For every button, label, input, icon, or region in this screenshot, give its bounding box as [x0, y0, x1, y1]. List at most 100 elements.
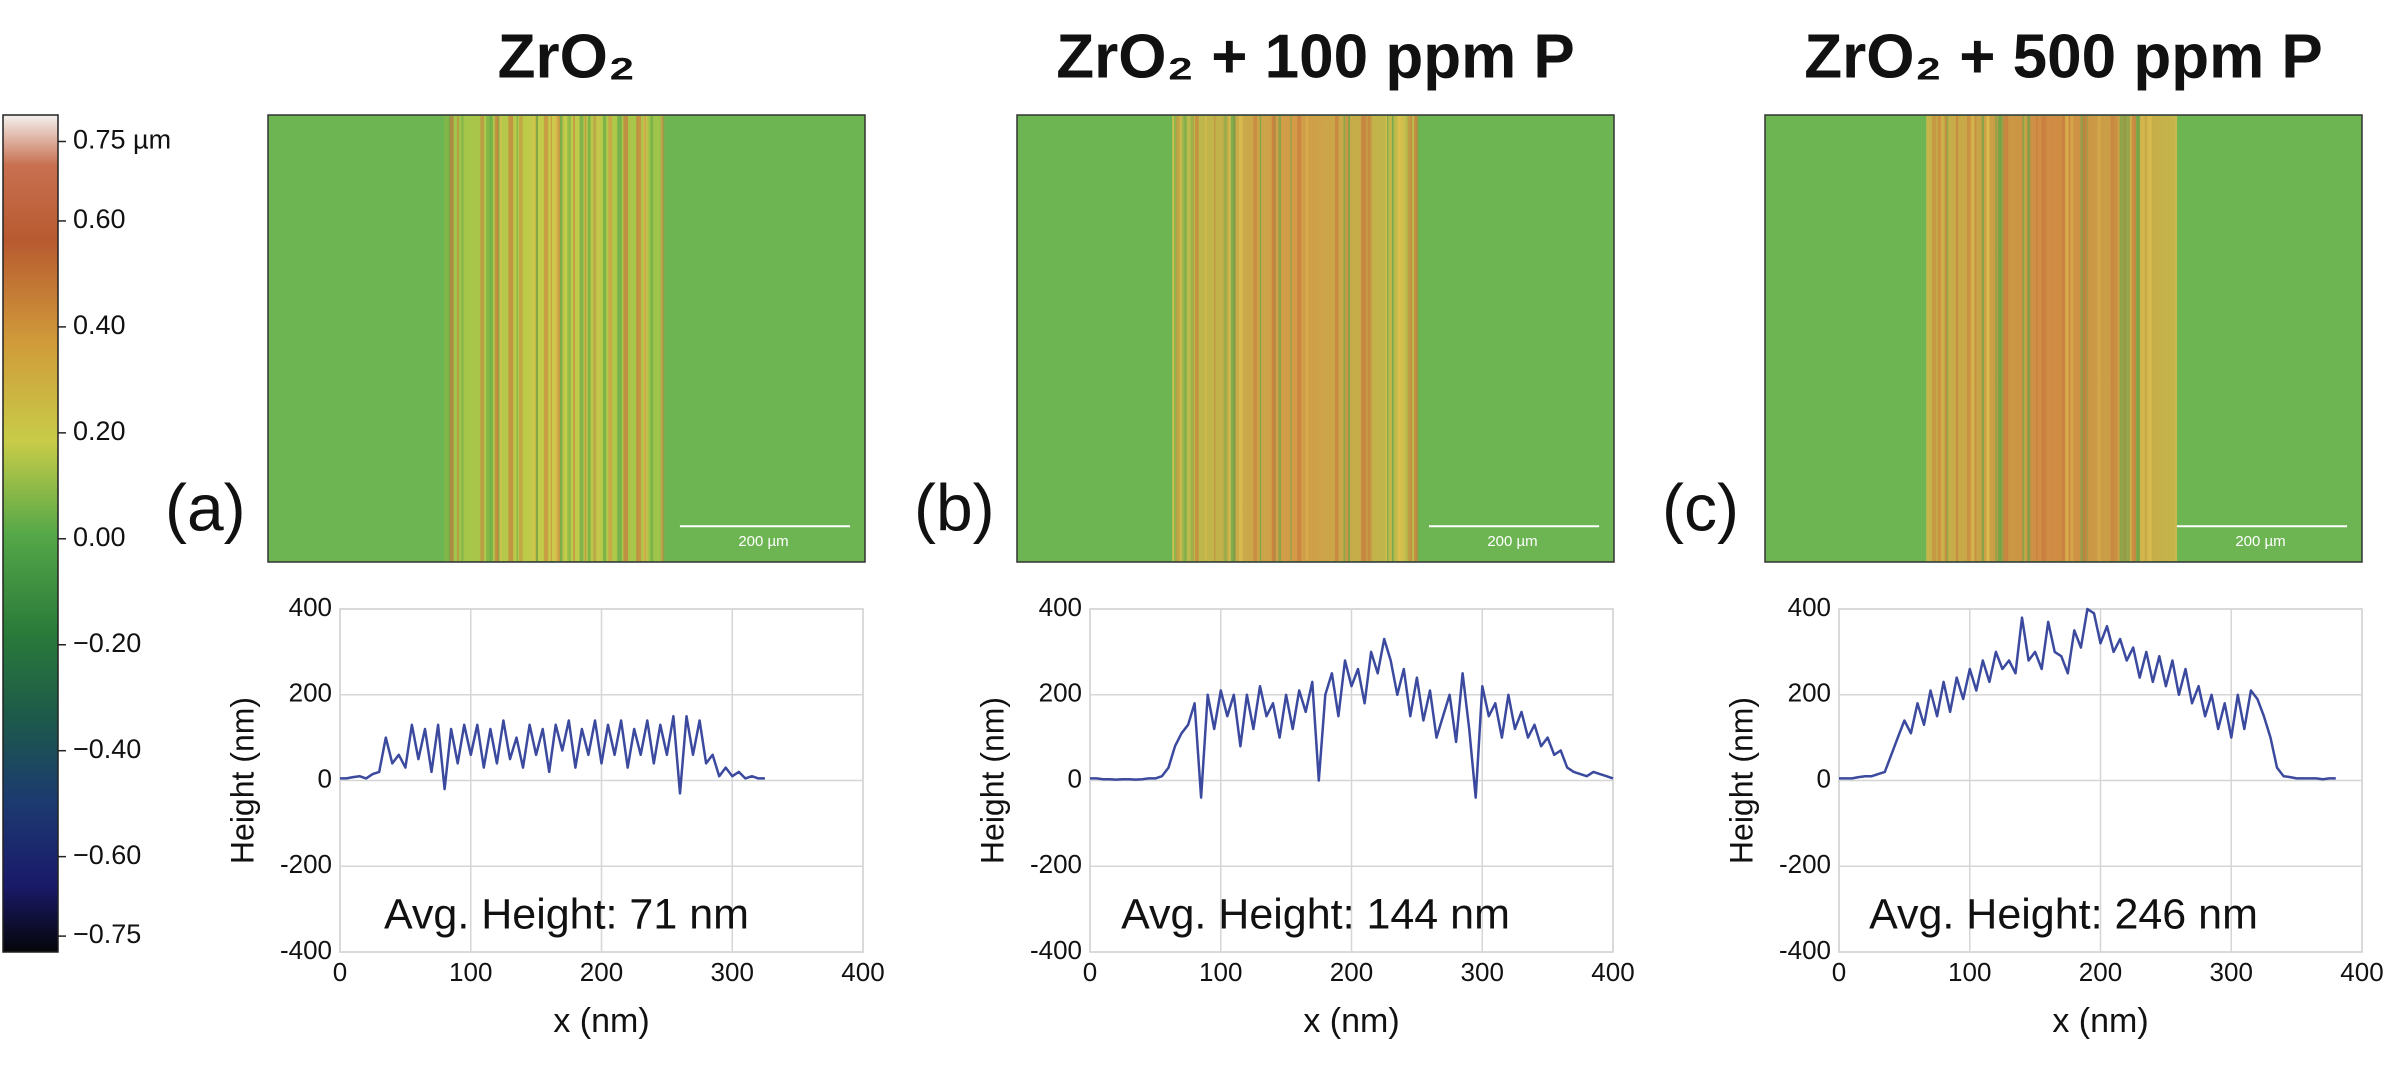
texture-stripe [1173, 116, 1177, 561]
annotation: Avg. Height: 71 nm [384, 890, 749, 938]
x-axis-label: x (nm) [553, 1002, 649, 1040]
texture-stripe [1305, 116, 1309, 561]
colorbar-tick-label: 0.40 [73, 310, 126, 340]
texture-stripe [573, 116, 575, 561]
y-tick-label: 0 [1068, 763, 1082, 793]
annotation: Avg. Height: 144 nm [1121, 890, 1510, 938]
texture-stripe [2023, 116, 2027, 561]
texture-stripe [636, 116, 642, 561]
texture-stripe [2064, 116, 2070, 561]
texture-stripe [550, 116, 552, 561]
texture-stripe [2086, 116, 2089, 561]
texture-stripe [1944, 116, 1948, 561]
scale-bar-label: 200 µm [2235, 533, 2285, 550]
texture-stripe [1410, 116, 1413, 561]
x-tick-label: 100 [449, 957, 492, 987]
texture-stripe [587, 116, 591, 561]
profile-line [1839, 607, 2336, 781]
texture-stripe [1238, 116, 1243, 561]
texture-stripe [498, 116, 503, 561]
texture-stripe [2110, 116, 2114, 561]
y-axis-label: Height (nm) [224, 697, 260, 864]
y-tick-label: 0 [1817, 763, 1831, 793]
texture-stripe [2070, 116, 2074, 561]
y-tick-label: -200 [1779, 849, 1831, 879]
texture-stripe [609, 116, 612, 561]
texture-stripe [2082, 116, 2087, 561]
texture-stripe [449, 116, 454, 561]
texture-stripe [1999, 116, 2005, 561]
texture-stripe [562, 116, 564, 561]
texture-stripe [661, 116, 664, 561]
texture-stripe [1398, 116, 1403, 561]
texture-stripe [593, 116, 597, 561]
texture-stripe [1297, 116, 1302, 561]
texture-stripe [1955, 116, 1959, 561]
colorbar-tick-label: 0.60 [73, 204, 126, 234]
x-tick-label: 100 [1199, 957, 1242, 987]
y-tick-label: -200 [280, 849, 332, 879]
wear-track [444, 116, 663, 561]
y-tick-label: -400 [280, 935, 332, 965]
texture-stripe [1259, 116, 1262, 561]
y-tick-label: 400 [1788, 592, 1831, 622]
texture-stripe [486, 116, 491, 561]
texture-stripe [508, 116, 514, 561]
texture-stripe [480, 116, 484, 561]
texture-stripe [2097, 116, 2101, 561]
y-tick-label: -400 [1779, 935, 1831, 965]
texture-stripe [2122, 116, 2126, 561]
texture-stripe [2140, 116, 2145, 561]
texture-stripe [2175, 116, 2178, 561]
x-tick-label: 300 [2210, 957, 2253, 987]
wear-track [1172, 116, 1417, 561]
texture-stripe [1253, 116, 1258, 561]
texture-stripe [1172, 116, 1175, 561]
texture-stripe [1414, 116, 1417, 561]
colorbar-tick-label: −0.60 [73, 840, 141, 870]
x-tick-label: 0 [333, 957, 347, 987]
texture-stripe [498, 116, 500, 561]
texture-stripe [1223, 116, 1228, 561]
texture-stripe [2041, 116, 2045, 561]
texture-stripe [543, 116, 549, 561]
texture-stripe [1204, 116, 1207, 561]
panel-title: ZrO₂ + 500 ppm P [1804, 22, 2323, 91]
texture-stripe [1402, 116, 1407, 561]
texture-stripe [2083, 116, 2085, 561]
x-tick-label: 0 [1832, 957, 1846, 987]
annotation: Avg. Height: 246 nm [1869, 890, 2258, 938]
panel-label: (b) [914, 470, 995, 544]
texture-stripe [603, 116, 607, 561]
texture-stripe [2062, 116, 2066, 561]
x-tick-label: 400 [2340, 957, 2383, 987]
texture-stripe [1214, 116, 1216, 561]
scale-bar-label: 200 µm [738, 533, 788, 550]
texture-stripe [1183, 116, 1187, 561]
texture-stripe [617, 116, 622, 561]
colorbar-tick-label: 0.75 µm [73, 125, 171, 155]
x-tick-label: 0 [1083, 957, 1097, 987]
texture-stripe [532, 116, 535, 561]
texture-stripe [1365, 116, 1370, 561]
texture-stripe [559, 116, 564, 561]
x-axis-label: x (nm) [2052, 1002, 2148, 1040]
profile-line [340, 714, 765, 795]
y-axis-label: Height (nm) [974, 697, 1010, 864]
texture-stripe [1937, 116, 1942, 561]
x-tick-label: 100 [1948, 957, 1991, 987]
x-tick-label: 400 [1591, 957, 1634, 987]
texture-stripe [516, 116, 519, 561]
texture-stripe [495, 116, 498, 561]
texture-stripe [596, 116, 601, 561]
texture-stripe [1271, 116, 1276, 561]
texture-stripe [2119, 116, 2122, 561]
texture-stripe [1289, 116, 1292, 561]
texture-stripe [1981, 116, 1984, 561]
y-tick-label: -200 [1030, 849, 1082, 879]
texture-stripe [2130, 116, 2133, 561]
texture-stripe [2125, 116, 2131, 561]
texture-stripe [2068, 116, 2071, 561]
texture-stripe [567, 116, 572, 561]
